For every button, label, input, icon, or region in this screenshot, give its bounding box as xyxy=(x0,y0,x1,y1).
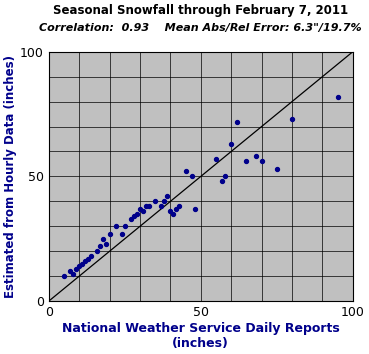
Point xyxy=(244,159,249,164)
Point xyxy=(168,209,173,214)
Point xyxy=(61,273,67,279)
Point xyxy=(113,223,118,229)
Point xyxy=(73,266,79,272)
Point xyxy=(253,154,259,159)
Point xyxy=(335,94,341,99)
Point xyxy=(222,173,228,179)
Point xyxy=(131,213,137,219)
Point xyxy=(259,159,265,164)
Point xyxy=(152,199,158,204)
Y-axis label: Estimated from Hourly Data (inches): Estimated from Hourly Data (inches) xyxy=(4,55,17,298)
Point xyxy=(67,268,73,274)
Point xyxy=(137,206,143,212)
Point xyxy=(173,206,179,212)
Point xyxy=(164,194,170,199)
Point xyxy=(70,271,76,276)
Point xyxy=(134,211,140,217)
Point xyxy=(122,223,128,229)
Point xyxy=(97,244,103,249)
Point xyxy=(107,231,113,236)
Point xyxy=(100,236,106,242)
Point xyxy=(234,119,240,124)
Point xyxy=(161,199,167,204)
Point xyxy=(176,204,182,209)
Point xyxy=(119,231,125,236)
Text: Correlation:  0.93    Mean Abs/Rel Error: 6.3"/19.7%: Correlation: 0.93 Mean Abs/Rel Error: 6.… xyxy=(39,23,362,33)
Point xyxy=(82,258,88,264)
Point xyxy=(79,261,85,267)
Text: Seasonal Snowfall through February 7, 2011: Seasonal Snowfall through February 7, 20… xyxy=(53,4,348,17)
Point xyxy=(88,253,94,259)
Point xyxy=(128,216,134,222)
Point xyxy=(143,204,149,209)
Point xyxy=(219,178,225,184)
Point xyxy=(104,241,110,247)
Point xyxy=(183,169,189,174)
Point xyxy=(94,249,100,254)
Point xyxy=(170,211,176,217)
Point xyxy=(289,116,295,122)
Point xyxy=(228,141,234,147)
Point xyxy=(146,204,152,209)
Point xyxy=(192,206,198,212)
Point xyxy=(189,173,194,179)
Point xyxy=(158,204,164,209)
Point xyxy=(213,156,219,162)
Point xyxy=(140,209,146,214)
Point xyxy=(76,263,82,269)
Point xyxy=(85,256,91,262)
X-axis label: National Weather Service Daily Reports
(inches): National Weather Service Daily Reports (… xyxy=(62,322,339,350)
Point xyxy=(274,166,280,172)
